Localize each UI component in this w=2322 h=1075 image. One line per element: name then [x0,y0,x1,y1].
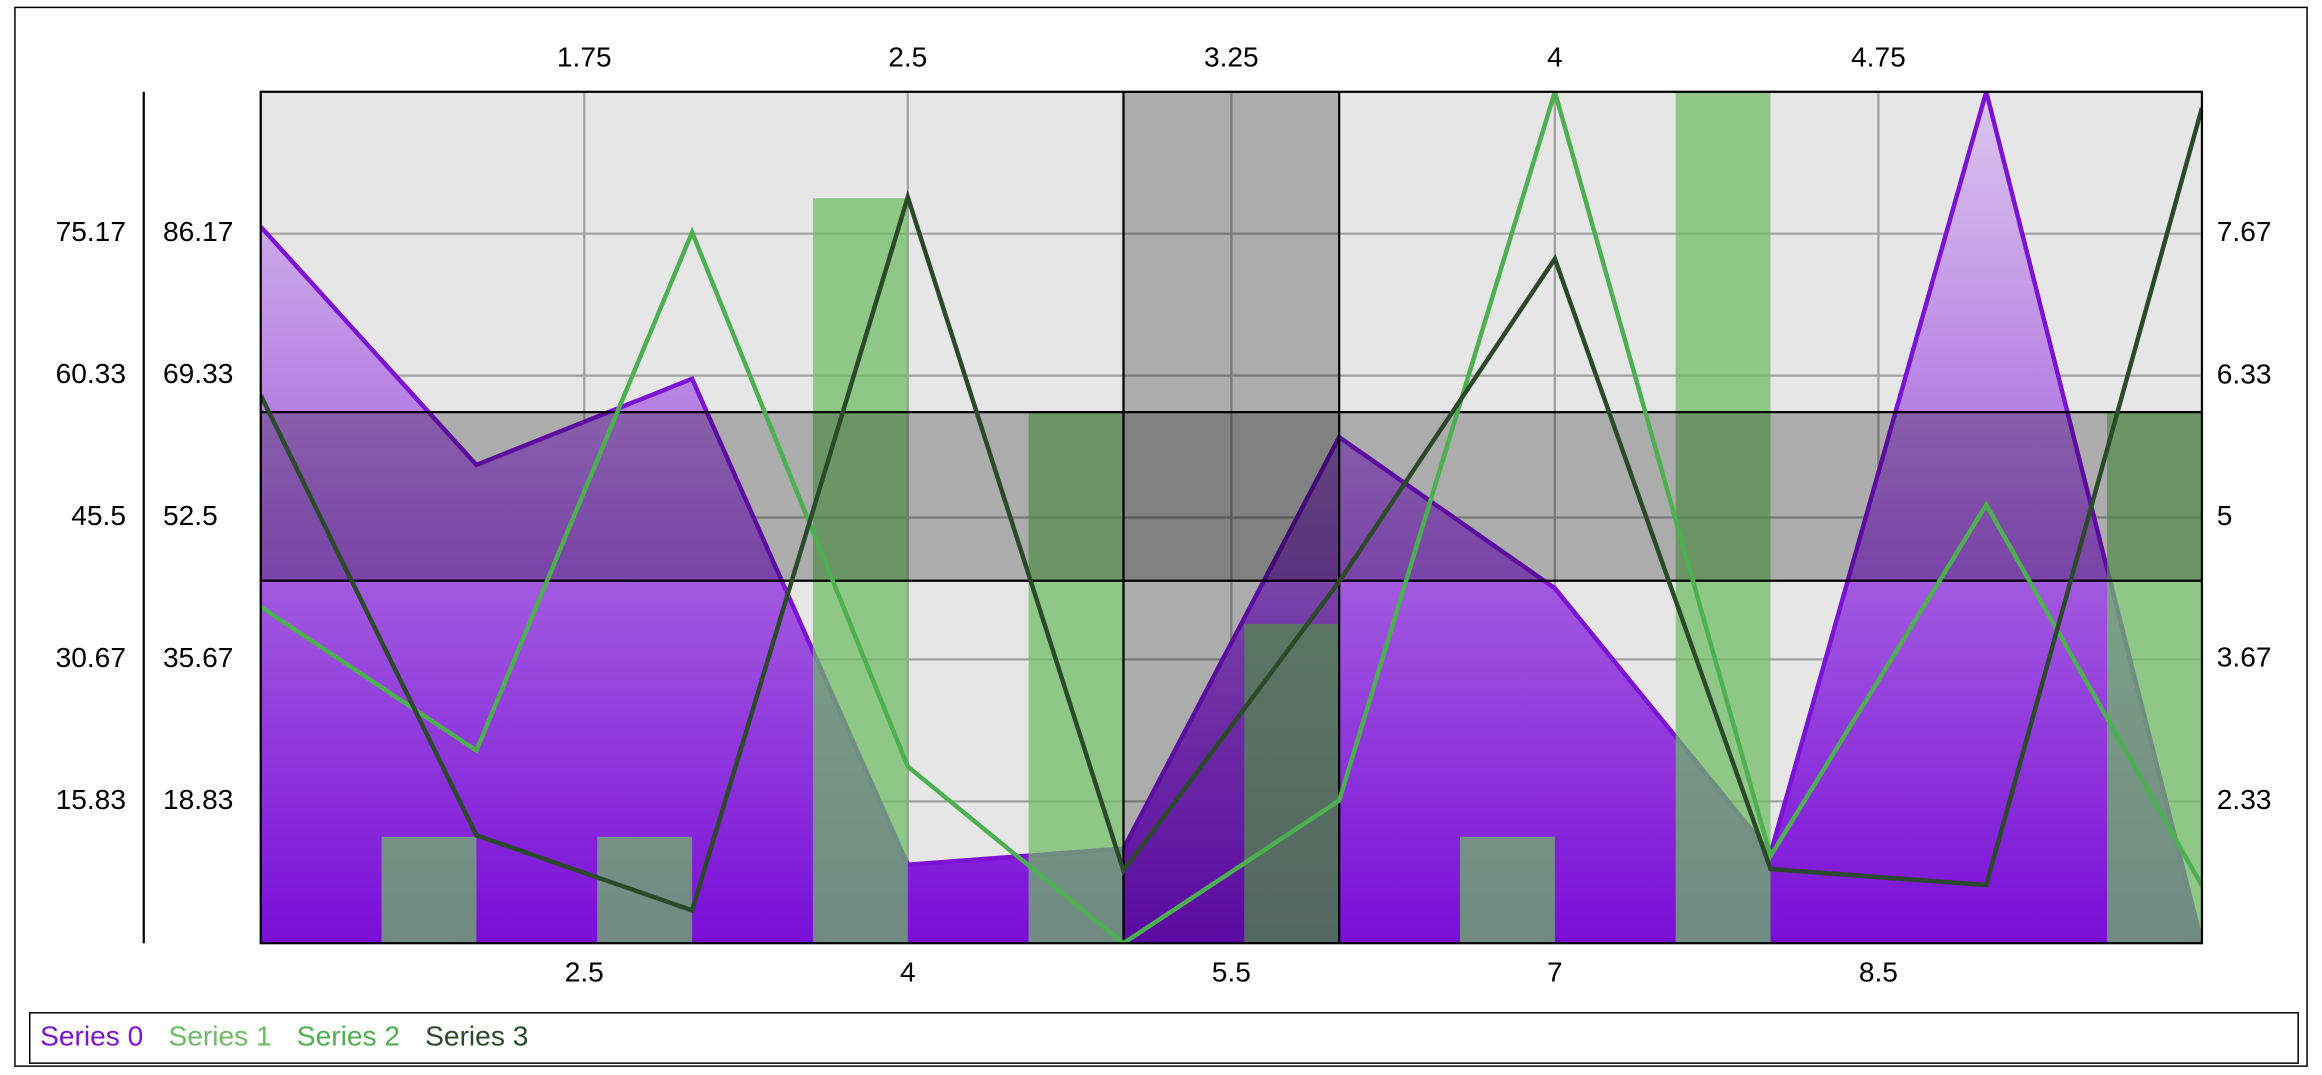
x2-tick-label: 2.5 [888,42,927,73]
area-line [260,91,2202,944]
y2-tick-label: 2.33 [2217,784,2272,815]
x-tick-label: 4 [900,957,916,988]
y-tick-label: 52.5 [163,500,218,531]
y3-tick-label: 30.67 [56,642,126,673]
line [260,107,2202,914]
frame [14,6,2308,1067]
line [260,91,2202,944]
x-band [1122,91,1341,944]
y3-tick-label: 75.17 [56,216,126,247]
bar [597,836,693,944]
y-tick-label: 18.83 [163,784,233,815]
y-tick-label: 86.17 [163,216,233,247]
x-tick-label: 2.5 [565,957,604,988]
legend-entry: Series 0 [40,1020,143,1051]
y3-tick-label: 45.5 [71,500,126,531]
y2-tick-label: 5 [2217,500,2233,531]
x-tick-label: 7 [1547,957,1563,988]
legend-entry: Series 1 [168,1020,271,1051]
y2-tick-label: 3.67 [2217,641,2272,672]
y-tick-label: 35.67 [163,642,233,673]
x2-tick-label: 1.75 [557,42,612,73]
bar [1459,836,1555,944]
x-tick-label: 5.5 [1212,957,1251,988]
x2-tick-label: 3.25 [1204,42,1259,73]
y3-tick-label: 15.83 [56,784,126,815]
plot-border [259,90,2204,945]
x2-tick-label: 4 [1547,42,1563,73]
labels: 18.8335.6752.569.3386.1715.8330.6745.560… [40,42,2271,1052]
bar [1028,411,1124,944]
bar [381,836,477,944]
marks [260,91,2202,944]
x-tick-label: 8.5 [1859,957,1898,988]
y3-tick-label: 60.33 [56,358,126,389]
x2-tick-label: 4.75 [1851,42,1906,73]
legend-box [28,1012,2299,1064]
legend-entry: Series 3 [425,1020,528,1051]
y2-tick-label: 7.67 [2217,216,2272,247]
y2-tick-label: 6.33 [2217,358,2272,389]
bar [1244,623,1340,944]
y-tick-label: 69.33 [163,358,233,389]
y-band [260,411,2202,582]
legend-entry: Series 2 [297,1020,400,1051]
